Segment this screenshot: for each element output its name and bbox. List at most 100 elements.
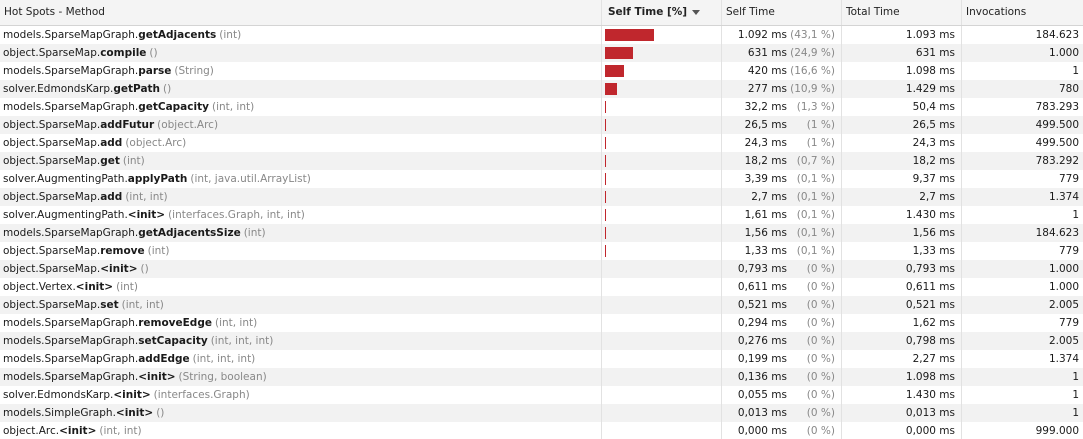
method-cell: object.SparseMap.add (object.Arc): [0, 134, 602, 152]
method-cell: object.SparseMap.get (int): [0, 152, 602, 170]
self-time-value: 1,61 ms: [744, 209, 787, 221]
method-name: compile: [100, 47, 147, 59]
table-row[interactable]: solver.EdmondsKarp.<init> (interfaces.Gra…: [0, 386, 1083, 404]
method-cell: models.SparseMapGraph.removeEdge (int, in…: [0, 314, 602, 332]
self-time-value: 420 ms: [747, 65, 787, 77]
self-time-cell: 3,39 ms (0,1 %): [722, 170, 842, 188]
method-name: getAdjacents: [138, 29, 217, 41]
invocations-cell: 1: [1072, 209, 1079, 221]
self-time-cell: 18,2 ms (0,7 %): [722, 152, 842, 170]
self-time-percent: (43,1 %): [790, 29, 835, 41]
table-row[interactable]: models.SparseMapGraph.addEdge (int, int, …: [0, 350, 1083, 368]
self-time-value: 24,3 ms: [744, 137, 787, 149]
invocations-cell: 1: [1072, 389, 1079, 401]
self-time-percent: (0 %): [806, 335, 835, 347]
self-time-cell: 631 ms (24,9 %): [722, 44, 842, 62]
self-time-value: 2,7 ms: [751, 191, 787, 203]
method-params: (interfaces.Graph): [153, 389, 250, 401]
self-time-bar: [605, 173, 606, 185]
table-row[interactable]: models.SparseMapGraph.parse (String) 420 m…: [0, 62, 1083, 80]
invocations-cell: 184.623: [1035, 29, 1079, 41]
column-header-self-pct[interactable]: Self Time [%]: [602, 0, 722, 25]
table-row[interactable]: object.SparseMap.set (int, int) 0,521 ms (0…: [0, 296, 1083, 314]
self-time-percent: (0,1 %): [796, 209, 835, 221]
self-time-value: 277 ms: [747, 83, 787, 95]
self-time-bar-cell: [602, 368, 722, 386]
invocations-cell: 779: [1058, 317, 1079, 329]
table-row[interactable]: models.SparseMapGraph.removeEdge (int, in…: [0, 314, 1083, 332]
method-name: addEdge: [138, 353, 190, 365]
table-row[interactable]: models.SparseMapGraph.<init> (String, boo…: [0, 368, 1083, 386]
method-params: (int): [116, 281, 138, 293]
invocations-cell: 499.500: [1035, 119, 1079, 131]
total-time-cell: 0,793 ms: [842, 260, 962, 278]
self-time-bar-cell: [602, 98, 722, 116]
self-time-bar-cell: [602, 224, 722, 242]
method-params: (int, int): [211, 101, 255, 113]
total-time-cell: 18,2 ms: [842, 152, 962, 170]
self-time-bar-cell: [602, 386, 722, 404]
self-time-bar: [605, 209, 606, 221]
self-time-value: 631 ms: [747, 47, 787, 59]
self-time-percent: (0 %): [806, 425, 835, 437]
method-cell: models.SparseMapGraph.getAdjacents (int): [0, 26, 602, 44]
method-cell: object.SparseMap.set (int, int): [0, 296, 602, 314]
invocations-cell: 1: [1072, 371, 1079, 383]
table-row[interactable]: solver.EdmondsKarp.getPath() 277 ms (10,9 …: [0, 80, 1083, 98]
table-row[interactable]: models.SimpleGraph.<init>() 0,013 ms (0 %)…: [0, 404, 1083, 422]
column-header-invocations[interactable]: Invocations: [966, 6, 1027, 18]
total-time-cell: 1,56 ms: [842, 224, 962, 242]
self-time-percent: (0 %): [806, 263, 835, 275]
self-time-bar-cell: [602, 314, 722, 332]
total-time-cell: 1,62 ms: [842, 314, 962, 332]
method-name: add: [100, 191, 123, 203]
column-header-total-time[interactable]: Total Time: [842, 0, 962, 25]
self-time-bar-cell: [602, 152, 722, 170]
self-time-bar: [605, 29, 654, 41]
table-row[interactable]: object.SparseMap.compile() 631 ms (24,9 %)…: [0, 44, 1083, 62]
method-cell: object.SparseMap.remove (int): [0, 242, 602, 260]
column-header-method[interactable]: Hot Spots - Method: [0, 0, 602, 25]
method-prefix: object.SparseMap.: [3, 191, 101, 203]
table-row[interactable]: solver.AugmentingPath.applyPath (int, jav…: [0, 170, 1083, 188]
self-time-percent: (1 %): [806, 119, 835, 131]
self-time-bar-cell: [602, 260, 722, 278]
method-cell: object.SparseMap.addFutur (object.Arc): [0, 116, 602, 134]
method-prefix: object.Vertex.: [3, 281, 76, 293]
table-row[interactable]: solver.AugmentingPath.<init> (interfaces.…: [0, 206, 1083, 224]
table-row[interactable]: object.SparseMap.<init>() 0,793 ms (0 %) 0,…: [0, 260, 1083, 278]
column-header-self-time[interactable]: Self Time: [722, 0, 842, 25]
total-time-cell: 1.430 ms: [842, 386, 962, 404]
table-row[interactable]: object.SparseMap.remove (int) 1,33 ms (0,1 …: [0, 242, 1083, 260]
table-row[interactable]: models.SparseMapGraph.getCapacity (int, i…: [0, 98, 1083, 116]
table-row[interactable]: models.SparseMapGraph.getAdjacentsSize (i…: [0, 224, 1083, 242]
method-params: (String): [174, 65, 214, 77]
total-time-cell: 1.093 ms: [842, 26, 962, 44]
method-prefix: models.SparseMapGraph.: [3, 371, 139, 383]
method-params: (): [149, 47, 158, 59]
method-prefix: object.SparseMap.: [3, 245, 101, 257]
table-row[interactable]: object.SparseMap.addFutur (object.Arc) 26,…: [0, 116, 1083, 134]
invocations-cell: 1.000: [1048, 263, 1079, 275]
method-cell: models.SparseMapGraph.<init> (String, boo…: [0, 368, 602, 386]
method-prefix: models.SparseMapGraph.: [3, 317, 139, 329]
table-row[interactable]: object.Arc.<init> (int, int) 0,000 ms (0 %)…: [0, 422, 1083, 439]
self-time-value: 0,294 ms: [737, 317, 787, 329]
method-cell: solver.EdmondsKarp.getPath(): [0, 80, 602, 98]
table-row[interactable]: object.Vertex.<init> (int) 0,611 ms (0 %) 0,…: [0, 278, 1083, 296]
table-row[interactable]: object.SparseMap.add (int, int) 2,7 ms (0,1…: [0, 188, 1083, 206]
self-time-percent: (0 %): [806, 389, 835, 401]
self-time-bar: [605, 227, 606, 239]
method-prefix: object.SparseMap.: [3, 137, 101, 149]
total-time-cell: 1.098 ms: [842, 368, 962, 386]
table-row[interactable]: models.SparseMapGraph.setCapacity (int, i…: [0, 332, 1083, 350]
self-time-cell: 0,294 ms (0 %): [722, 314, 842, 332]
table-row[interactable]: models.SparseMapGraph.getAdjacents (int) 1…: [0, 26, 1083, 44]
self-time-value: 0,793 ms: [737, 263, 787, 275]
invocations-cell: 779: [1058, 245, 1079, 257]
method-params: (): [156, 407, 165, 419]
method-cell: object.SparseMap.compile(): [0, 44, 602, 62]
table-row[interactable]: object.SparseMap.add (object.Arc) 24,3 ms (…: [0, 134, 1083, 152]
table-row[interactable]: object.SparseMap.get (int) 18,2 ms (0,7 %) 1…: [0, 152, 1083, 170]
